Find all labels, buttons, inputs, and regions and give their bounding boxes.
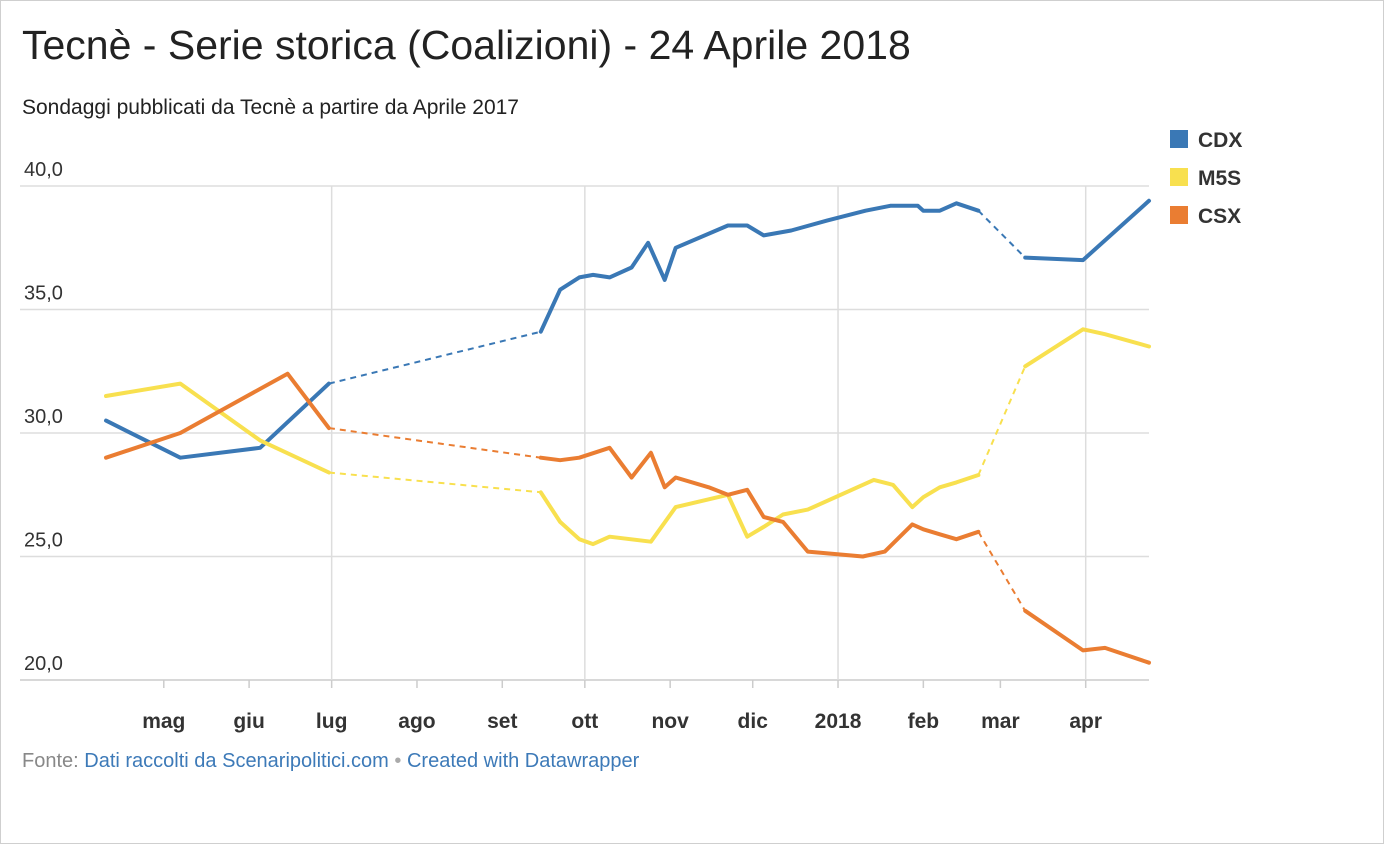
series-dashed-gap-cdx: [328, 330, 542, 385]
series-line-cdx: [104, 381, 331, 460]
series-line-csx: [538, 445, 981, 559]
series-line-cdx: [538, 201, 981, 334]
legend-swatch-csx: [1170, 206, 1188, 224]
x-tick-label: apr: [1069, 710, 1102, 733]
y-tick-label: 30,0: [24, 406, 63, 428]
legend-label-m5s: M5S: [1198, 167, 1241, 190]
series-line-m5s: [538, 473, 981, 547]
y-tick-label: 35,0: [24, 283, 63, 305]
legend-swatch-cdx: [1170, 130, 1188, 148]
footer-credit-link[interactable]: Created with Datawrapper: [406, 750, 640, 772]
series-dashed-gap-csx: [328, 427, 541, 459]
x-axis: mag giu lug ago set ott nov dic 2018 feb mar apr: [142, 710, 1102, 733]
series-dashed-gap-m5s: [328, 471, 541, 494]
legend-label-cdx: CDX: [1198, 129, 1242, 152]
y-axis: 20,0 25,0 30,0 35,0 40,0: [24, 159, 63, 675]
series-dashed-gap-csx: [977, 531, 1027, 612]
footer-source-label: Fonte:: [22, 750, 79, 772]
y-tick-label: 40,0: [24, 159, 63, 181]
x-tick-label: giu: [233, 710, 265, 733]
series-line-m5s: [104, 381, 331, 475]
legend-swatch-m5s: [1170, 168, 1188, 186]
x-tick-label: feb: [908, 710, 940, 733]
y-tick-label: 25,0: [24, 530, 63, 552]
series-line-cdx: [1023, 198, 1151, 263]
footer-source-link[interactable]: Dati raccolti da Scenaripolitici.com: [84, 750, 389, 772]
x-tick-label: mar: [981, 710, 1020, 733]
footer: Fonte: Dati raccolti da Scenaripolitici.…: [22, 750, 639, 773]
x-tick-label: lug: [316, 710, 348, 733]
x-tick-label: ott: [571, 710, 598, 733]
chart-subtitle: Sondaggi pubblicati da Tecnè a partire d…: [22, 96, 519, 119]
gridlines: [20, 185, 1149, 688]
series-dashed-gap-m5s: [977, 365, 1027, 476]
series-line-csx: [1023, 608, 1151, 665]
series-line-csx: [104, 371, 331, 460]
legend-label-csx: CSX: [1198, 205, 1241, 228]
x-tick-label: set: [487, 710, 517, 733]
series-lines: [104, 198, 1151, 665]
footer-separator: •: [394, 750, 402, 772]
legend: CDX M5S CSX: [1170, 129, 1242, 228]
chart-title: Tecnè - Serie storica (Coalizioni) - 24 …: [22, 22, 911, 68]
x-tick-label: ago: [398, 710, 435, 733]
x-tick-label: nov: [651, 710, 689, 733]
series-dashed-gap-cdx: [977, 209, 1026, 259]
series-line-m5s: [1023, 327, 1151, 369]
x-tick-label: mag: [142, 710, 185, 733]
y-tick-label: 20,0: [24, 653, 63, 675]
x-tick-label: dic: [738, 710, 769, 733]
x-tick-label: 2018: [815, 710, 862, 733]
